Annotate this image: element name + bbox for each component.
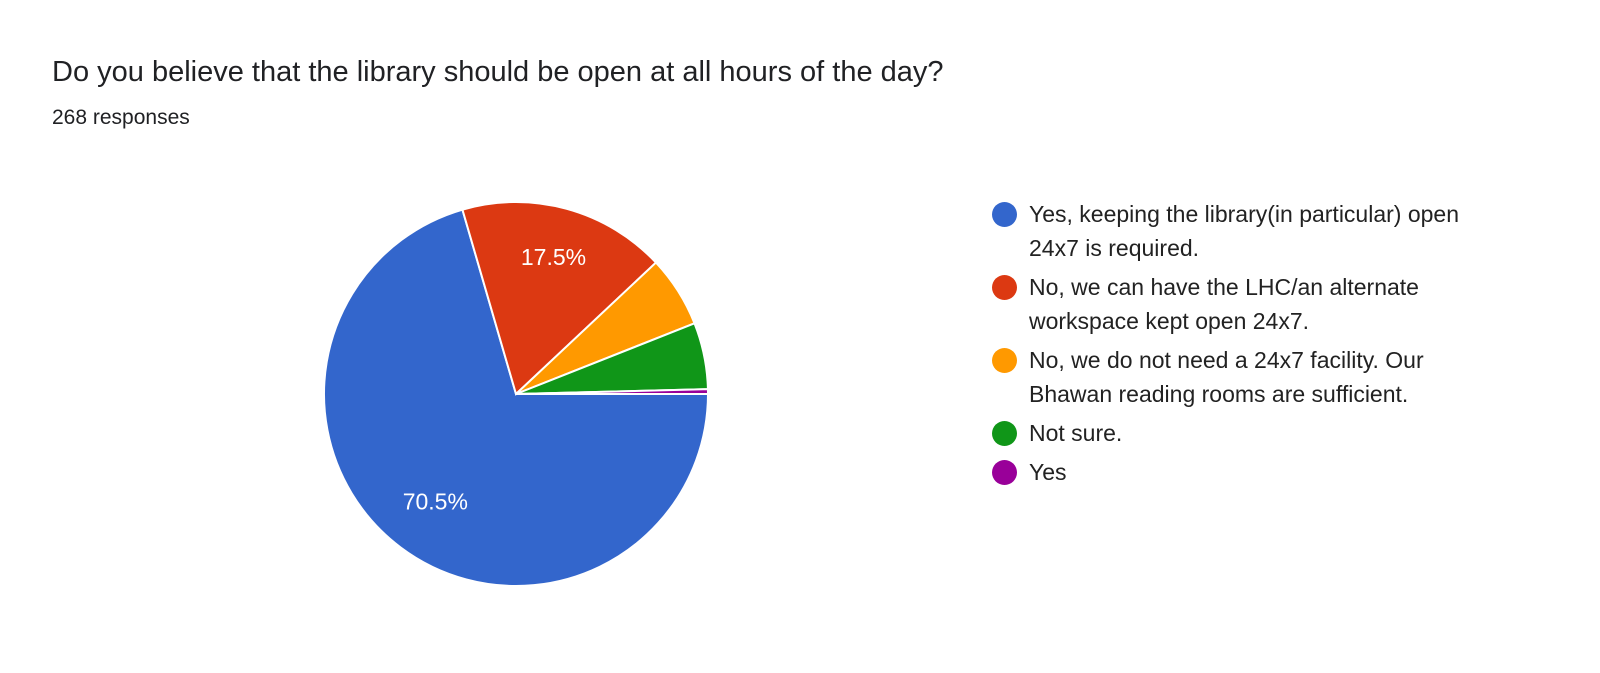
legend-item[interactable]: Yes — [992, 458, 1512, 489]
data-label-1: 70.5% — [403, 488, 468, 514]
legend-label: No, we can have the LHC/an alternate wor… — [1029, 274, 1419, 334]
legend-item[interactable]: No, we do not need a 24x7 facility. Our … — [992, 346, 1512, 411]
legend-item[interactable]: Not sure. — [992, 419, 1512, 450]
legend-swatch-icon — [992, 421, 1017, 446]
legend-label: Not sure. — [1029, 420, 1123, 446]
legend-item[interactable]: No, we can have the LHC/an alternate wor… — [992, 273, 1512, 338]
chart-title: Do you believe that the library should b… — [52, 56, 944, 88]
pie-slice-2[interactable] — [461, 201, 658, 396]
legend-item[interactable]: Yes, keeping the library(in particular) … — [992, 200, 1512, 265]
legend-label: Yes — [1029, 459, 1067, 485]
legend-swatch-icon — [992, 275, 1017, 300]
legend-label: No, we do not need a 24x7 facility. Our … — [1029, 347, 1424, 407]
legend-swatch-icon — [992, 460, 1017, 485]
legend-swatch-icon — [992, 202, 1017, 227]
legend: Yes, keeping the library(in particular) … — [992, 200, 1512, 497]
legend-swatch-icon — [992, 348, 1017, 373]
pie-slice-1[interactable] — [323, 208, 710, 587]
response-count: 268 responses — [52, 106, 190, 129]
legend-label: Yes, keeping the library(in particular) … — [1029, 201, 1460, 261]
pie-slice-5[interactable] — [515, 388, 710, 395]
data-label-2: 17.5% — [521, 244, 586, 270]
